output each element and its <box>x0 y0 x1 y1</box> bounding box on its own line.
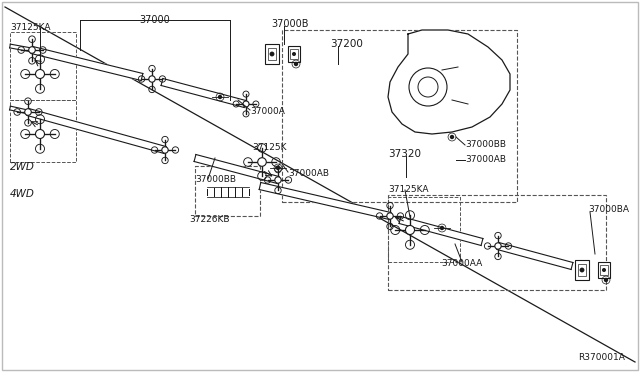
Bar <box>578 264 586 276</box>
Text: 37000A: 37000A <box>250 108 285 116</box>
Text: 37226KB: 37226KB <box>189 215 230 224</box>
Polygon shape <box>399 217 483 246</box>
Circle shape <box>450 135 454 139</box>
Circle shape <box>604 278 608 282</box>
Bar <box>388 195 606 290</box>
Polygon shape <box>31 46 143 80</box>
Text: 37200: 37200 <box>330 39 363 49</box>
Text: 37000: 37000 <box>140 15 170 25</box>
Bar <box>10 100 76 162</box>
Bar <box>10 32 76 100</box>
Circle shape <box>580 267 584 272</box>
Bar <box>265 44 279 64</box>
Bar <box>388 197 460 262</box>
Text: 37000BB: 37000BB <box>465 140 506 148</box>
Circle shape <box>440 226 444 230</box>
Circle shape <box>35 70 45 78</box>
Text: 37000AB: 37000AB <box>288 170 329 179</box>
Circle shape <box>35 129 45 138</box>
Polygon shape <box>388 30 510 134</box>
Bar <box>575 260 589 280</box>
Circle shape <box>149 76 155 82</box>
Circle shape <box>258 158 266 166</box>
Bar <box>598 262 610 278</box>
Circle shape <box>387 213 393 219</box>
Circle shape <box>162 147 168 153</box>
Text: 37000BB: 37000BB <box>195 176 236 185</box>
Polygon shape <box>10 106 28 114</box>
Text: 2WD: 2WD <box>10 162 35 172</box>
Circle shape <box>25 109 31 115</box>
Text: 37000AB: 37000AB <box>465 155 506 164</box>
Circle shape <box>218 95 222 99</box>
Polygon shape <box>259 183 391 219</box>
Polygon shape <box>27 109 166 154</box>
Circle shape <box>406 225 415 234</box>
Bar <box>282 30 517 202</box>
Polygon shape <box>161 78 246 108</box>
Polygon shape <box>194 154 279 183</box>
Circle shape <box>29 47 35 53</box>
Text: 37000BA: 37000BA <box>588 205 629 215</box>
Text: 37125KA: 37125KA <box>388 186 429 195</box>
Circle shape <box>243 101 249 107</box>
Bar <box>268 48 276 60</box>
Polygon shape <box>10 44 33 52</box>
Text: 4WD: 4WD <box>10 189 35 199</box>
Text: 37000B: 37000B <box>271 19 308 29</box>
Circle shape <box>275 177 281 183</box>
Bar <box>195 166 260 216</box>
Text: 37125K: 37125K <box>252 142 287 151</box>
Text: 37000AA: 37000AA <box>442 260 483 269</box>
Circle shape <box>276 166 280 170</box>
Circle shape <box>409 68 447 106</box>
Circle shape <box>269 52 275 57</box>
Circle shape <box>602 268 606 272</box>
Text: 37125KA: 37125KA <box>10 22 51 32</box>
Bar <box>600 265 607 275</box>
Text: R370001A: R370001A <box>578 353 625 362</box>
Circle shape <box>495 243 501 249</box>
Bar <box>291 49 298 59</box>
Circle shape <box>294 62 298 66</box>
Text: 37320: 37320 <box>388 149 422 159</box>
Bar <box>289 46 300 62</box>
Polygon shape <box>497 243 573 269</box>
Circle shape <box>292 52 296 56</box>
